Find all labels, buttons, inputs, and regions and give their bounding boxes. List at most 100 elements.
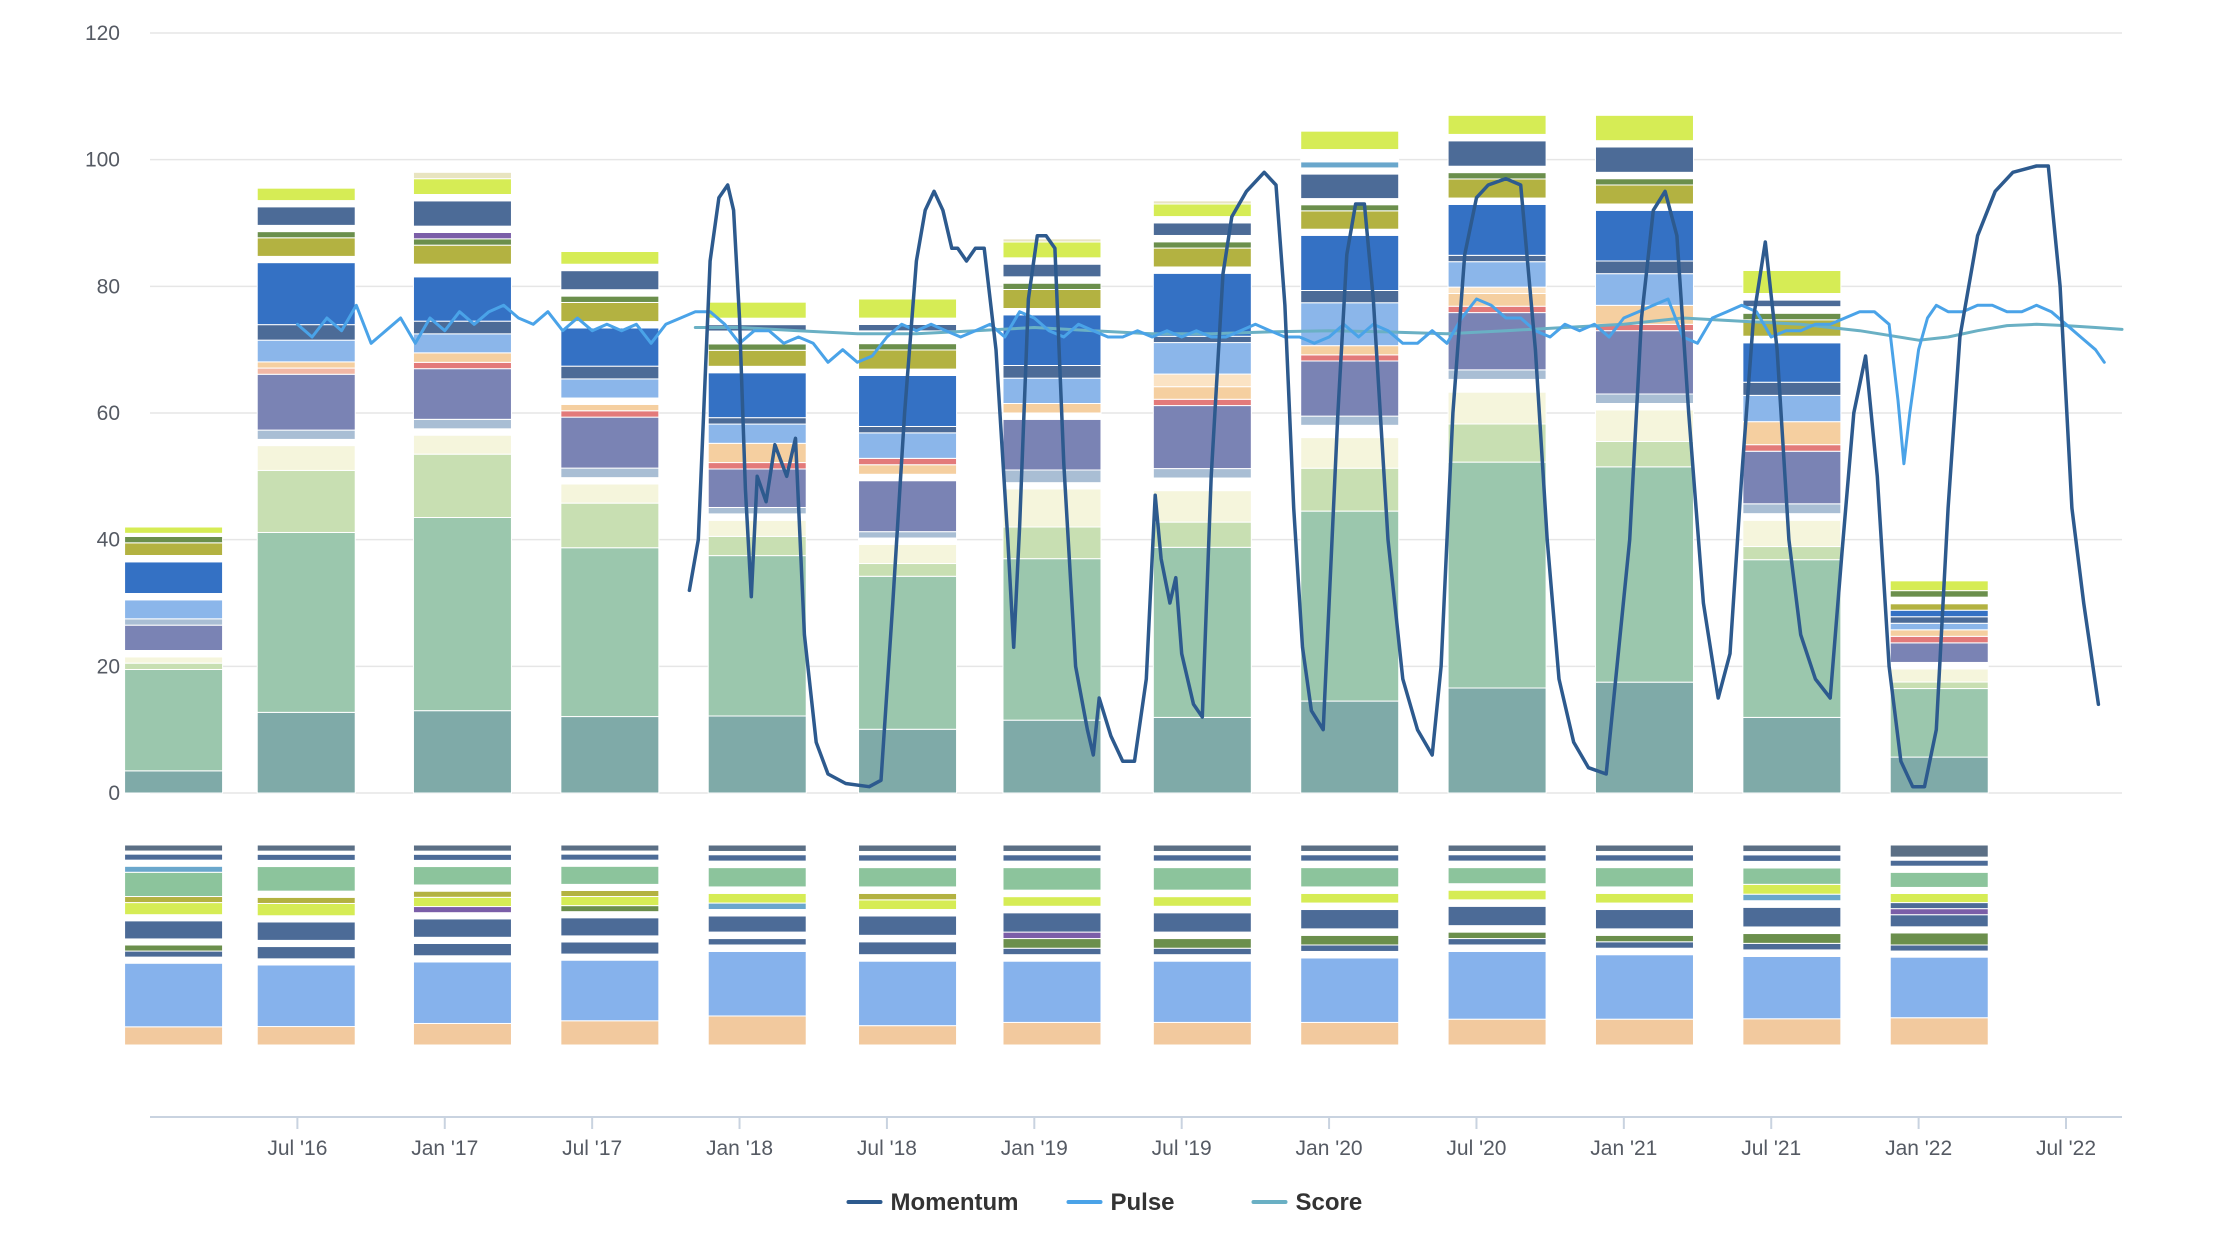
upper-bar-segment[interactable] [1447, 197, 1547, 205]
upper-bar-segment[interactable] [1152, 272, 1252, 337]
lower-bar-segment[interactable] [256, 921, 356, 941]
upper-bar-segment[interactable] [1152, 490, 1252, 523]
lower-bar-segment[interactable] [1447, 854, 1547, 862]
upper-bar-segment[interactable] [1742, 421, 1842, 446]
lower-bar-segment[interactable] [1889, 1017, 1989, 1046]
lower-bar-segment[interactable] [560, 959, 660, 1022]
upper-bar-segment[interactable] [560, 477, 660, 485]
lower-bar-segment[interactable] [412, 942, 512, 957]
lower-bar-segment[interactable] [858, 844, 958, 852]
upper-bar-segment[interactable] [124, 536, 224, 544]
upper-bar-segment[interactable] [1889, 609, 1989, 618]
lower-bar-segment[interactable] [1002, 912, 1102, 933]
legend-item-pulse[interactable]: Pulse [1066, 1189, 1175, 1216]
upper-bar-segment[interactable] [124, 599, 224, 620]
lower-bar-stack[interactable] [1889, 844, 1989, 1046]
lower-bar-segment[interactable] [1447, 905, 1547, 927]
upper-bar-segment[interactable] [124, 542, 224, 556]
lower-bar-stack[interactable] [1300, 844, 1400, 1046]
upper-bar-segment[interactable] [1594, 114, 1694, 142]
lower-bar-segment[interactable] [1594, 854, 1694, 862]
lower-bar-segment[interactable] [412, 853, 512, 861]
upper-bar-segment[interactable] [1742, 513, 1842, 521]
upper-bar-segment[interactable] [560, 416, 660, 469]
upper-bar-segment[interactable] [256, 469, 356, 533]
lower-bar-segment[interactable] [412, 955, 512, 963]
upper-bar-segment[interactable] [707, 715, 807, 794]
upper-bar-segment[interactable] [124, 624, 224, 652]
lower-bar-segment[interactable] [1447, 899, 1547, 907]
upper-bar-segment[interactable] [1300, 289, 1400, 304]
lower-bar-segment[interactable] [1002, 896, 1102, 907]
upper-bar-segment[interactable] [858, 432, 958, 459]
lower-bar-segment[interactable] [256, 853, 356, 861]
upper-bar-segment[interactable] [412, 171, 512, 180]
upper-bar-segment[interactable] [1152, 200, 1252, 205]
upper-bar-segment[interactable] [858, 425, 958, 434]
upper-bar-segment[interactable] [858, 563, 958, 577]
upper-bar-segment[interactable] [412, 361, 512, 370]
upper-bar-segment[interactable] [1594, 203, 1694, 211]
upper-bar-segment[interactable] [707, 519, 807, 537]
lower-bar-segment[interactable] [1889, 950, 1989, 958]
lower-bar-segment[interactable] [1742, 949, 1842, 957]
upper-bar-segment[interactable] [1742, 503, 1842, 515]
upper-bar-segment[interactable] [1152, 266, 1252, 274]
upper-bar-segment[interactable] [707, 513, 807, 521]
upper-bar-segment[interactable] [1447, 369, 1547, 380]
upper-bar-segment[interactable] [1742, 716, 1842, 794]
lower-bar-segment[interactable] [560, 844, 660, 852]
lower-bar-segment[interactable] [1594, 909, 1694, 930]
lower-bar-segment[interactable] [560, 853, 660, 861]
upper-bar-segment[interactable] [707, 301, 807, 319]
upper-bar-segment[interactable] [256, 445, 356, 471]
upper-bar-segment[interactable] [124, 555, 224, 563]
upper-bar-segment[interactable] [1889, 590, 1989, 598]
upper-bar-segment[interactable] [1447, 133, 1547, 142]
upper-bar-segment[interactable] [1889, 580, 1989, 592]
upper-bar-stack[interactable] [124, 507, 224, 794]
lower-bar-segment[interactable] [858, 954, 958, 962]
upper-bar-segment[interactable] [256, 224, 356, 233]
upper-bar-stack[interactable] [560, 251, 660, 794]
upper-bar-segment[interactable] [560, 467, 660, 479]
upper-bar-stack[interactable] [1002, 238, 1102, 794]
upper-bar-segment[interactable] [858, 480, 958, 533]
lower-bar-segment[interactable] [1594, 892, 1694, 904]
upper-bar-segment[interactable] [1889, 596, 1989, 605]
upper-bar-segment[interactable] [412, 333, 512, 354]
upper-bar-segment[interactable] [1002, 282, 1102, 290]
upper-bar-segment[interactable] [1594, 140, 1694, 148]
lower-bar-stack[interactable] [256, 844, 356, 1046]
upper-bar-segment[interactable] [1300, 354, 1400, 362]
upper-bar-segment[interactable] [1300, 149, 1400, 163]
lower-bar-segment[interactable] [560, 941, 660, 955]
upper-bar-segment[interactable] [412, 200, 512, 227]
upper-bar-segment[interactable] [1300, 700, 1400, 794]
lower-bar-segment[interactable] [124, 1026, 224, 1046]
upper-bar-segment[interactable] [1742, 381, 1842, 396]
lower-bar-segment[interactable] [412, 896, 512, 908]
upper-bar-segment[interactable] [1300, 424, 1400, 439]
lower-bar-segment[interactable] [560, 889, 660, 898]
lower-bar-segment[interactable] [256, 958, 356, 966]
lower-bar-segment[interactable] [1002, 938, 1102, 949]
lower-bar-segment[interactable] [1742, 926, 1842, 935]
upper-bar-segment[interactable] [1002, 719, 1102, 794]
lower-bar-segment[interactable] [560, 935, 660, 943]
lower-bar-segment[interactable] [124, 844, 224, 852]
upper-bar-segment[interactable] [1447, 461, 1547, 689]
upper-bar-segment[interactable] [1002, 403, 1102, 414]
lower-bar-segment[interactable] [1889, 932, 1989, 946]
upper-bar-segment[interactable] [1742, 394, 1842, 423]
lower-bar-segment[interactable] [560, 917, 660, 937]
upper-bar-segment[interactable] [256, 206, 356, 226]
upper-bar-segment[interactable] [1447, 378, 1547, 393]
upper-bar-segment[interactable] [1152, 398, 1252, 407]
lower-bar-segment[interactable] [1002, 960, 1102, 1023]
lower-bar-segment[interactable] [1742, 883, 1842, 895]
series-line-pulse[interactable] [295, 297, 2106, 466]
upper-bar-segment[interactable] [1742, 342, 1842, 383]
upper-bar-segment[interactable] [256, 231, 356, 239]
lower-bar-segment[interactable] [124, 962, 224, 1028]
